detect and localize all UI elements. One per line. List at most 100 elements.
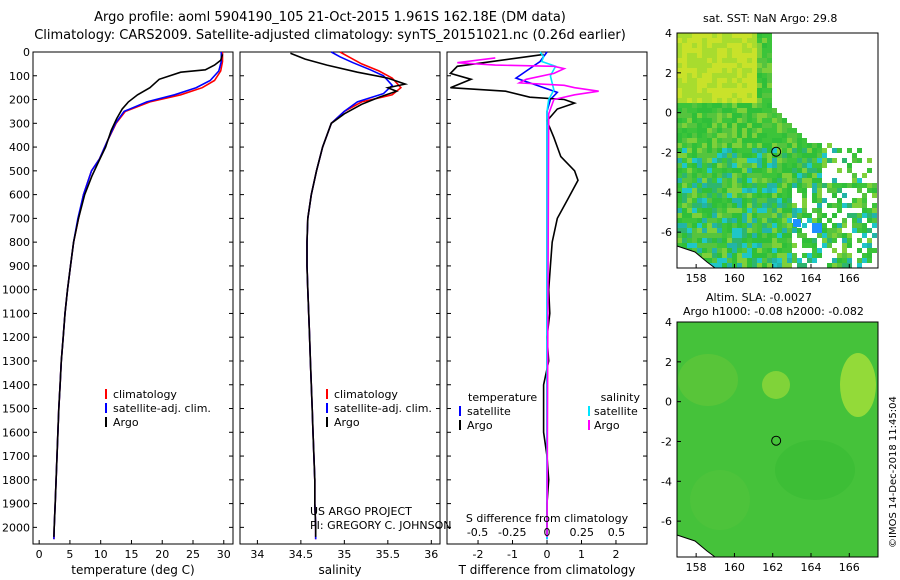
sla-map-ytick-label: -2 [661,435,672,448]
sst-pixel [862,203,867,208]
sst-pixel [717,38,722,43]
sst-pixel [792,208,797,213]
sst-pixel [702,103,707,108]
sst-pixel [732,83,737,88]
sst-pixel [747,88,752,93]
sst-pixel [687,238,692,243]
sst-pixel [777,233,782,238]
sst-pixel [727,188,732,193]
sst-pixel [692,98,697,103]
sst-pixel [777,238,782,243]
sst-pixel [747,173,752,178]
sst-pixel [772,123,777,128]
sst-pixel [842,263,847,268]
sst-pixel [717,108,722,113]
sst-pixel [812,258,817,263]
sst-pixel [817,173,822,178]
sst-pixel [762,43,767,48]
sst-pixel [727,208,732,213]
sst-pixel [767,158,772,163]
sst-pixel [862,173,867,178]
sst-pixel [752,248,757,253]
sst-pixel [747,63,752,68]
sst-pixel [857,158,862,163]
sst-pixel [712,43,717,48]
sst-pixel [692,158,697,163]
sst-pixel [867,228,872,233]
sst-pixel [707,83,712,88]
sst-pixel [677,188,682,193]
sst-pixel [737,198,742,203]
sst-pixel [757,83,762,88]
sla-map-ytick-label: -4 [661,475,672,488]
sst-pixel [687,208,692,213]
sdiff-legend-title: salinity [601,391,641,404]
sst-pixel [857,213,862,218]
sst-pixel [752,93,757,98]
sst-pixel [762,58,767,63]
sst-pixel [822,228,827,233]
sst-pixel [797,168,802,173]
sst-pixel [732,228,737,233]
sst-pixel [752,33,757,38]
sst-pixel [702,153,707,158]
sst-pixel [767,188,772,193]
sst-pixel [817,183,822,188]
sst-pixel [757,173,762,178]
sst-pixel [722,118,727,123]
sst-pixel [802,198,807,203]
sst-pixel [712,213,717,218]
sst-pixel [692,68,697,73]
sst-pixel [707,223,712,228]
sst-pixel [807,258,812,263]
sst-pixel [702,73,707,78]
sst-pixel [742,203,747,208]
sdiff-tick-label: -0.25 [498,526,526,539]
sst-pixel [687,78,692,83]
sst-pixel [772,168,777,173]
sst-pixel [722,103,727,108]
sst-pixel [792,183,797,188]
sst-pixel [752,263,757,268]
sst-pixel [717,113,722,118]
sst-pixel [752,173,757,178]
sst-pixel [762,188,767,193]
sst-pixel [677,173,682,178]
sst-pixel [702,218,707,223]
sst-pixel [702,243,707,248]
sst-pixel [767,208,772,213]
sdiff-legend-label: Argo [594,419,620,432]
sst-pixel [682,173,687,178]
sst-pixel [727,38,732,43]
sst-pixel [737,88,742,93]
sst-pixel [677,113,682,118]
sst-pixel [757,138,762,143]
sst-pixel [787,193,792,198]
sst-pixel [857,198,862,203]
sst-pixel [782,148,787,153]
sst-pixel [727,263,732,268]
sst-pixel [712,133,717,138]
sst-pixel [762,113,767,118]
sst-pixel [802,138,807,143]
sst-pixel [762,168,767,173]
sst-pixel [717,148,722,153]
sst-pixel [832,248,837,253]
sst-pixel [737,248,742,253]
sst-pixel [687,63,692,68]
sst-pixel [722,233,727,238]
sst-pixel [787,183,792,188]
sst-pixel [862,233,867,238]
sst-pixel [867,253,872,258]
sst-pixel [872,188,877,193]
sst-pixel [737,113,742,118]
sst-pixel [697,98,702,103]
sst-pixel [722,173,727,178]
sst-pixel [737,228,742,233]
sst-pixel [727,48,732,53]
sst-pixel [757,133,762,138]
sst-pixel [697,113,702,118]
sst-pixel [832,258,837,263]
sst-pixel [827,228,832,233]
sst-pixel [707,188,712,193]
